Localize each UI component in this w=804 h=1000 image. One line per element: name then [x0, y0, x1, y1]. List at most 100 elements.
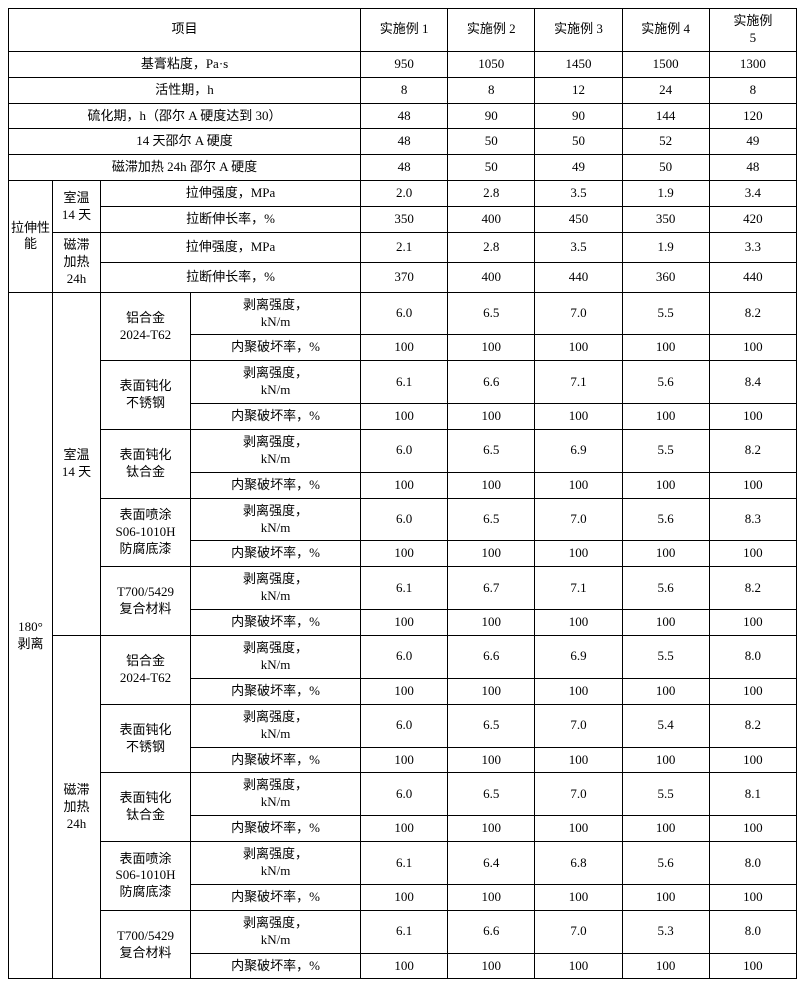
cell: 6.0: [361, 498, 448, 541]
cell: 1.9: [622, 181, 709, 207]
cell: 350: [361, 207, 448, 233]
cell: 100: [622, 404, 709, 430]
cell: 100: [535, 404, 622, 430]
substrate: 表面喷涂S06-1010H防腐底漆: [101, 498, 191, 567]
metric: 拉伸强度，MPa: [101, 181, 361, 207]
cell: 400: [448, 207, 535, 233]
cell: 5.4: [622, 704, 709, 747]
cell: 6.6: [448, 636, 535, 679]
cell: 100: [535, 953, 622, 979]
cell: 8.2: [709, 292, 796, 335]
cell: 6.0: [361, 773, 448, 816]
substrate: 表面钝化钛合金: [101, 773, 191, 842]
cell: 100: [709, 610, 796, 636]
cell: 8.2: [709, 704, 796, 747]
cell: 100: [709, 472, 796, 498]
metric: 内聚破坏率，%: [191, 884, 361, 910]
cell: 100: [361, 816, 448, 842]
cell: 1.9: [622, 233, 709, 263]
cell: 5.6: [622, 498, 709, 541]
cell: 100: [361, 541, 448, 567]
cell: 5.6: [622, 567, 709, 610]
cell: 7.0: [535, 773, 622, 816]
cell: 100: [535, 747, 622, 773]
cell: 48: [361, 155, 448, 181]
cell: 7.1: [535, 361, 622, 404]
header-project: 项目: [9, 9, 361, 52]
metric: 剥离强度，kN/m: [191, 567, 361, 610]
cell: 100: [448, 335, 535, 361]
cell: 100: [709, 541, 796, 567]
cell: 100: [622, 335, 709, 361]
material-properties-table: 项目 实施例 1 实施例 2 实施例 3 实施例 4 实施例5 基膏粘度，Pa·…: [8, 8, 797, 979]
cell: 7.0: [535, 498, 622, 541]
cell: 8.1: [709, 773, 796, 816]
cell: 950: [361, 51, 448, 77]
substrate: 铝合金2024-T62: [101, 292, 191, 361]
cell: 400: [448, 262, 535, 292]
cell: 100: [361, 747, 448, 773]
metric: 剥离强度，kN/m: [191, 773, 361, 816]
cell: 50: [448, 129, 535, 155]
metric: 剥离强度，kN/m: [191, 704, 361, 747]
cell: 6.5: [448, 430, 535, 473]
cell: 8.0: [709, 910, 796, 953]
cell: 6.0: [361, 430, 448, 473]
cell: 8.3: [709, 498, 796, 541]
cell: 1450: [535, 51, 622, 77]
cell: 6.1: [361, 910, 448, 953]
cell: 6.8: [535, 842, 622, 885]
header-ex2: 实施例 2: [448, 9, 535, 52]
cell: 100: [448, 747, 535, 773]
header-ex1: 实施例 1: [361, 9, 448, 52]
cell: 1050: [448, 51, 535, 77]
cell: 48: [361, 103, 448, 129]
cell: 100: [535, 884, 622, 910]
cell: 50: [448, 155, 535, 181]
cell: 49: [535, 155, 622, 181]
metric: 剥离强度，kN/m: [191, 361, 361, 404]
row-label: 活性期，h: [9, 77, 361, 103]
cell: 90: [448, 103, 535, 129]
cell: 5.5: [622, 292, 709, 335]
cell: 12: [535, 77, 622, 103]
cell: 8: [361, 77, 448, 103]
cell: 5.5: [622, 636, 709, 679]
row-label: 硫化期，h（邵尔 A 硬度达到 30）: [9, 103, 361, 129]
cell: 6.6: [448, 910, 535, 953]
cell: 440: [535, 262, 622, 292]
cell: 7.0: [535, 910, 622, 953]
cell: 100: [535, 541, 622, 567]
cell: 100: [535, 816, 622, 842]
cell: 3.5: [535, 233, 622, 263]
cell: 3.3: [709, 233, 796, 263]
cell: 50: [535, 129, 622, 155]
cell: 100: [361, 884, 448, 910]
cell: 8.2: [709, 567, 796, 610]
header-ex3: 实施例 3: [535, 9, 622, 52]
cell: 5.6: [622, 361, 709, 404]
cell: 440: [709, 262, 796, 292]
cell: 100: [448, 678, 535, 704]
cell: 2.1: [361, 233, 448, 263]
cell: 8: [709, 77, 796, 103]
metric: 内聚破坏率，%: [191, 678, 361, 704]
cell: 100: [448, 953, 535, 979]
cell: 5.6: [622, 842, 709, 885]
cond: 室温14 天: [53, 181, 101, 233]
metric: 剥离强度，kN/m: [191, 910, 361, 953]
cell: 100: [448, 610, 535, 636]
metric: 内聚破坏率，%: [191, 335, 361, 361]
cell: 6.5: [448, 704, 535, 747]
cell: 100: [535, 610, 622, 636]
metric: 内聚破坏率，%: [191, 816, 361, 842]
cell: 100: [709, 678, 796, 704]
cell: 2.8: [448, 233, 535, 263]
substrate: T700/5429复合材料: [101, 567, 191, 636]
metric: 内聚破坏率，%: [191, 541, 361, 567]
cell: 100: [361, 953, 448, 979]
group-peel: 180°剥离: [9, 292, 53, 979]
cell: 100: [535, 678, 622, 704]
substrate: 表面钝化不锈钢: [101, 704, 191, 773]
cell: 100: [622, 472, 709, 498]
